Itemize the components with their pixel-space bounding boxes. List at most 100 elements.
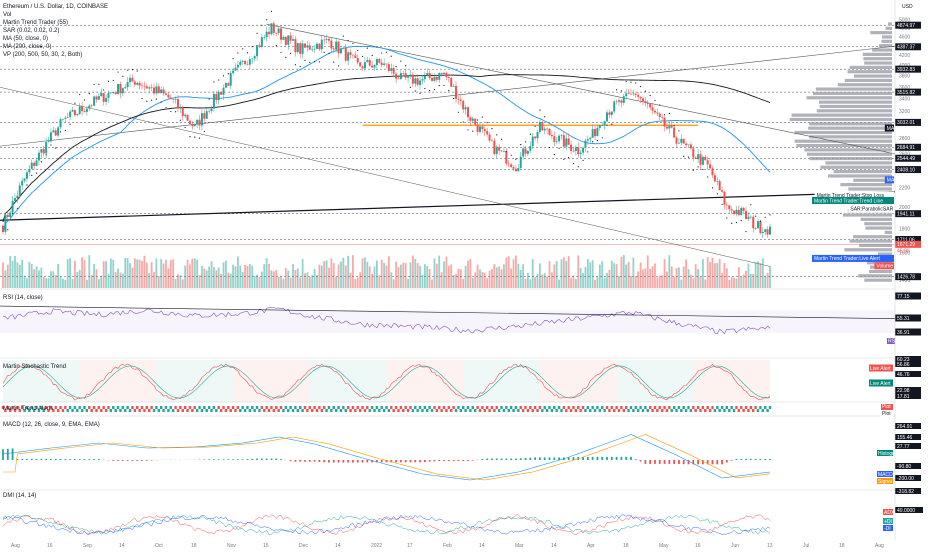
sar-dot bbox=[70, 124, 71, 125]
candle-body bbox=[405, 73, 407, 78]
candle-body bbox=[397, 79, 399, 80]
indicator-vol[interactable]: Vol bbox=[3, 11, 108, 19]
macd-histogram-bar bbox=[141, 460, 143, 461]
candle-body bbox=[172, 99, 174, 100]
macd-histogram-bar bbox=[611, 457, 613, 460]
volume-bar bbox=[604, 278, 606, 288]
sar-dot bbox=[544, 116, 545, 117]
indicator-ma50[interactable]: MA (50, close, 0) bbox=[3, 35, 108, 43]
candle-body bbox=[95, 96, 97, 99]
alert-bar bbox=[647, 409, 649, 412]
macd-tag: Signal bbox=[878, 479, 892, 485]
volume-bar bbox=[597, 277, 599, 288]
volume-bar bbox=[486, 278, 488, 288]
volume-bar bbox=[383, 263, 385, 288]
macd-histogram-bar bbox=[769, 459, 771, 460]
volume-bar bbox=[544, 273, 546, 288]
indicator-ma200[interactable]: MA (200, close, 0) bbox=[3, 43, 108, 51]
candle-body bbox=[244, 61, 246, 64]
volume-bar bbox=[573, 275, 575, 288]
indicator-volume-profile[interactable]: VP (200, 500, 50, 30, 2, Both) bbox=[3, 51, 108, 59]
candle-body bbox=[733, 211, 735, 214]
alert-bar bbox=[704, 409, 706, 412]
volume-bar bbox=[424, 264, 426, 288]
alert-bar bbox=[289, 406, 291, 409]
volume-bar bbox=[134, 258, 136, 288]
alert-bar bbox=[517, 409, 519, 412]
candle-body bbox=[143, 86, 145, 87]
candle-body bbox=[546, 129, 548, 130]
macd-histogram-bar bbox=[151, 460, 153, 461]
stoch-level-label: 17.81 bbox=[897, 394, 910, 400]
macd-histogram-bar bbox=[410, 460, 412, 462]
volume-bar bbox=[702, 259, 704, 288]
candle-body bbox=[711, 168, 713, 175]
volume-bar bbox=[136, 260, 138, 288]
candle-body bbox=[448, 77, 450, 78]
volume-bar bbox=[93, 264, 95, 288]
candle-body bbox=[510, 164, 512, 167]
sar-dot bbox=[693, 170, 694, 171]
volume-profile-bar bbox=[845, 79, 892, 82]
alert-bar bbox=[90, 409, 92, 412]
volume-bar bbox=[139, 260, 141, 288]
price-tick-label: 3800 bbox=[899, 74, 910, 80]
volume-profile-bar bbox=[848, 70, 892, 73]
volume-bar bbox=[182, 279, 184, 288]
stoch-pane-title[interactable]: Martin Stochastic Trend bbox=[3, 364, 66, 370]
alert-bar bbox=[107, 406, 109, 409]
volume-bar bbox=[448, 266, 450, 288]
rsi-level-label: 77.15 bbox=[897, 294, 910, 300]
volume-bar bbox=[67, 259, 69, 288]
volume-bar bbox=[419, 266, 421, 288]
alert-bar bbox=[340, 409, 342, 412]
alert-bar bbox=[86, 409, 88, 412]
sar-dot bbox=[141, 98, 142, 99]
alert-bar bbox=[709, 409, 711, 412]
macd-histogram-bar bbox=[496, 459, 498, 460]
volume-bar bbox=[374, 267, 376, 288]
macd-histogram-bar bbox=[36, 459, 38, 460]
volume-bar bbox=[165, 260, 167, 288]
candle-body bbox=[529, 146, 531, 151]
sar-dot bbox=[587, 151, 588, 152]
volume-bar bbox=[700, 277, 702, 288]
volume-bar bbox=[167, 268, 169, 288]
volume-bar bbox=[609, 270, 611, 288]
sar-dot bbox=[285, 57, 286, 58]
alert-bar bbox=[594, 409, 596, 412]
sar-dot bbox=[12, 213, 13, 214]
volume-bar bbox=[477, 265, 479, 288]
sar-dot bbox=[688, 157, 689, 158]
alert-bar bbox=[476, 406, 478, 409]
volume-bar bbox=[62, 279, 64, 288]
alerts-pane-title[interactable]: Martin Trend Alerts bbox=[3, 406, 53, 412]
sar-dot bbox=[477, 119, 478, 120]
candle-body bbox=[584, 141, 586, 148]
rsi-level-label: 36.91 bbox=[897, 330, 910, 336]
alert-bar bbox=[579, 409, 581, 412]
volume-bar bbox=[376, 261, 378, 288]
alert-bar bbox=[615, 406, 617, 409]
alert-bar bbox=[119, 409, 121, 412]
candle-body bbox=[318, 44, 320, 50]
alert-bar bbox=[572, 406, 574, 409]
alert-bar bbox=[395, 406, 397, 409]
candle-body bbox=[234, 68, 236, 71]
macd-level-label: 155.46 bbox=[897, 435, 913, 441]
alert-bar bbox=[639, 406, 641, 409]
rsi-pane-title[interactable]: RSI (14, close) bbox=[3, 295, 43, 301]
indicator-tag-label: Martin Trend Trader:Live Alert bbox=[814, 256, 880, 262]
dmi-pane-title[interactable]: DMI (14, 14) bbox=[3, 493, 36, 499]
sar-dot bbox=[582, 160, 583, 161]
indicator-martin-trend-trader[interactable]: Martin Trend Trader (55) bbox=[3, 19, 108, 27]
indicator-sar[interactable]: SAR (0.02, 0.02, 0.2) bbox=[3, 27, 108, 35]
alert-bar bbox=[313, 406, 315, 409]
price-label-text: 3032.01 bbox=[897, 120, 915, 126]
alert-bar bbox=[203, 406, 205, 409]
symbol-title[interactable]: Ethereum / U.S. Dollar, 1D, COINBASE bbox=[3, 3, 108, 11]
macd-pane-title[interactable]: MACD (12, 26, close, 9, EMA, EMA) bbox=[3, 422, 100, 428]
candle-body bbox=[151, 87, 153, 88]
